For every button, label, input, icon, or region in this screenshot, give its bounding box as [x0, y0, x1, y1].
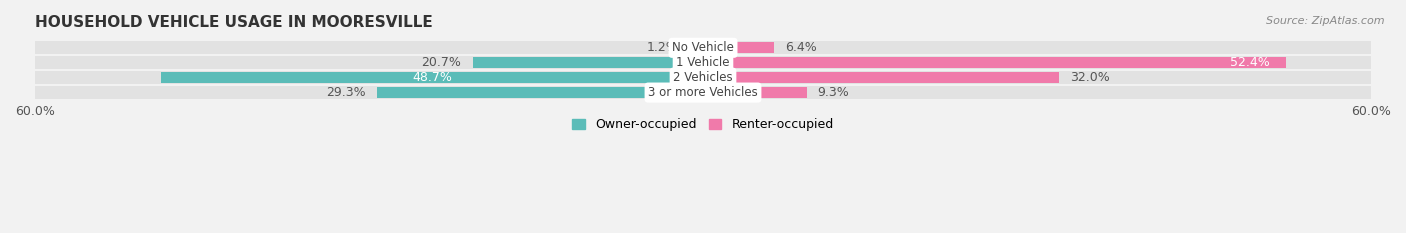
- Text: HOUSEHOLD VEHICLE USAGE IN MOORESVILLE: HOUSEHOLD VEHICLE USAGE IN MOORESVILLE: [35, 15, 433, 30]
- Bar: [703, 42, 775, 53]
- Bar: [160, 72, 703, 83]
- Bar: [35, 41, 1371, 54]
- Text: 1.2%: 1.2%: [647, 41, 679, 54]
- Bar: [703, 57, 1286, 68]
- Bar: [35, 86, 1371, 99]
- Text: No Vehicle: No Vehicle: [672, 41, 734, 54]
- Text: 3 or more Vehicles: 3 or more Vehicles: [648, 86, 758, 99]
- Bar: [35, 71, 1371, 84]
- Bar: [472, 57, 703, 68]
- Text: Source: ZipAtlas.com: Source: ZipAtlas.com: [1267, 16, 1385, 26]
- Bar: [35, 56, 1371, 69]
- Legend: Owner-occupied, Renter-occupied: Owner-occupied, Renter-occupied: [572, 118, 834, 131]
- Text: 9.3%: 9.3%: [818, 86, 849, 99]
- Text: 52.4%: 52.4%: [1230, 56, 1270, 69]
- Text: 1 Vehicle: 1 Vehicle: [676, 56, 730, 69]
- Text: 20.7%: 20.7%: [422, 56, 461, 69]
- Text: 29.3%: 29.3%: [326, 86, 366, 99]
- Text: 32.0%: 32.0%: [1070, 71, 1111, 84]
- Text: 48.7%: 48.7%: [412, 71, 451, 84]
- Bar: [689, 42, 703, 53]
- Text: 2 Vehicles: 2 Vehicles: [673, 71, 733, 84]
- Text: 6.4%: 6.4%: [786, 41, 817, 54]
- Bar: [703, 87, 807, 98]
- Bar: [703, 72, 1059, 83]
- Bar: [377, 87, 703, 98]
